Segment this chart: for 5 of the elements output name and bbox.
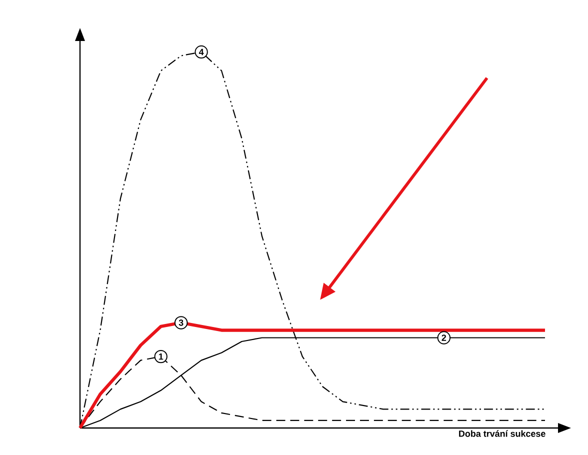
series-label: 2: [442, 334, 446, 341]
series-label: 4: [198, 48, 204, 56]
series-label: 1: [158, 353, 164, 360]
series-label: 3: [178, 320, 184, 326]
x-axis-title: Doba trvání sukcese: [459, 430, 546, 437]
